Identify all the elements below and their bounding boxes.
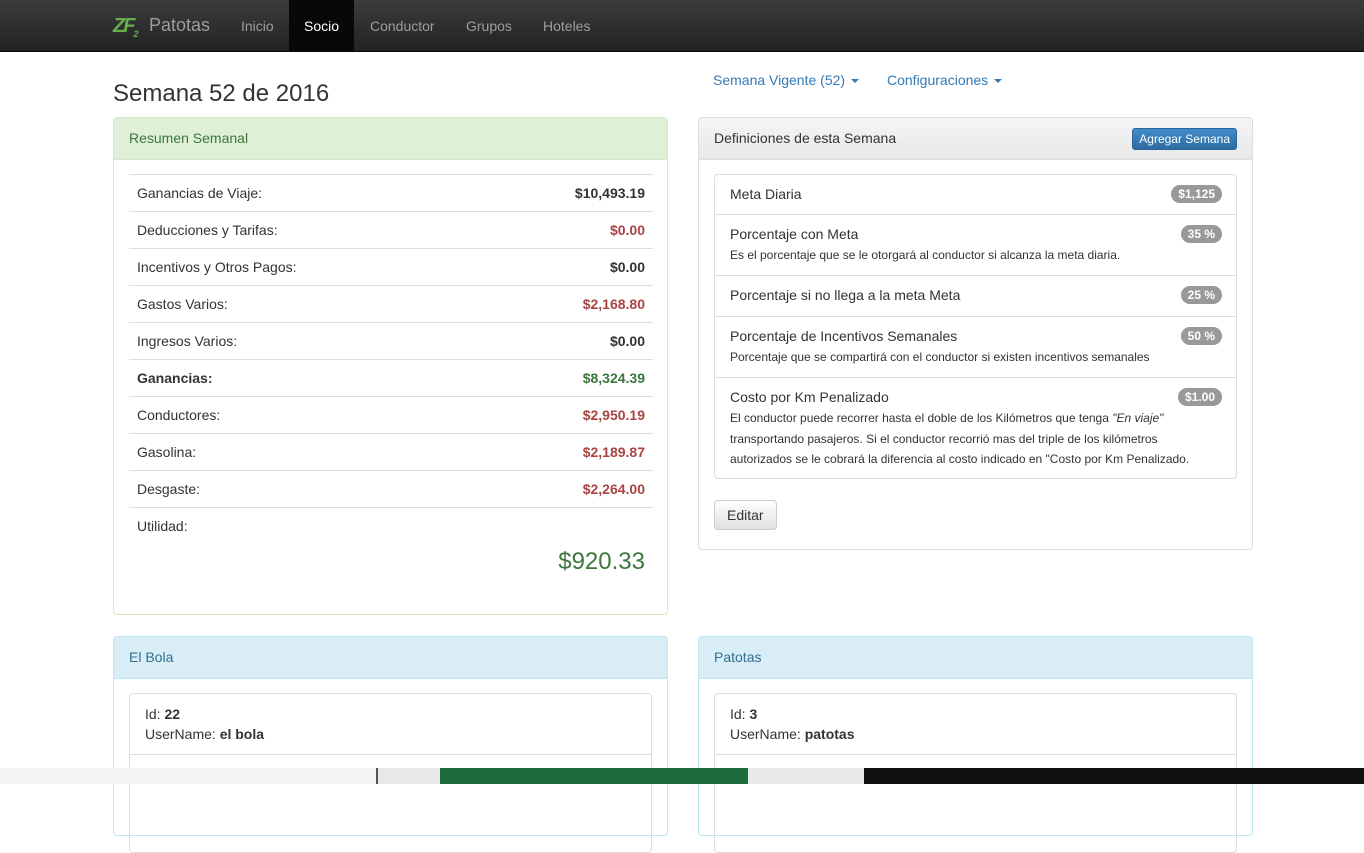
page-title: Semana 52 de 2016 [113, 80, 330, 107]
list-item: Porcentaje con Meta 35 % Es el porcentaje … [714, 214, 1237, 276]
description-part: Porcentaje que se compartirá con el cond… [730, 350, 1150, 364]
label: UserName: [145, 726, 216, 742]
label: Id: [145, 706, 161, 722]
nav-item[interactable]: Hoteles [543, 18, 591, 34]
list-item: Porcentaje si no llega a la meta Meta 25 … [714, 275, 1237, 317]
description-part: Es el porcentaje que se le otorgará al c… [730, 248, 1121, 262]
label: Ingresos Varios: [137, 333, 238, 349]
label: Deducciones y Tarifas: [137, 222, 278, 238]
nav-item[interactable]: Conductor [370, 18, 435, 34]
nav-item[interactable]: Inicio [241, 18, 274, 34]
summary-row: Gastos Varios: $2,168.80 [129, 285, 653, 322]
badge: 25 % [1180, 286, 1222, 304]
badge: 50 % [1180, 327, 1222, 345]
window-thumb [864, 768, 1364, 784]
item-title: Meta Diaria [730, 186, 802, 202]
window-thumb [440, 768, 748, 784]
label: Id: [730, 706, 746, 722]
value: $8,324.39 [582, 370, 645, 386]
summary-row: Gasolina: $2,189.87 [129, 433, 653, 470]
taskbar [0, 768, 1364, 784]
panel-heading: Definiciones de esta Semana [699, 118, 1252, 160]
dropdown[interactable]: Configuraciones [887, 72, 1002, 88]
brand[interactable]: Patotas [149, 15, 211, 35]
value: $2,264.00 [582, 481, 645, 497]
list-item: Costo por Km Penalizado $1.00 El conductor… [714, 377, 1237, 479]
summary-row: Incentivos y Otros Pagos: $0.00 [129, 248, 653, 285]
panel-heading: Resumen Semanal [114, 118, 667, 160]
edit-button[interactable]: Editar [714, 500, 777, 530]
label: Ganancias de Viaje: [137, 185, 263, 201]
total: $920.33 [558, 548, 645, 575]
value: $0.00 [609, 333, 645, 349]
id-line: Id: 3 [730, 704, 1221, 724]
item-title: Porcentaje de Incentivos Semanales [730, 328, 958, 344]
group-panel: El Bola Id: 22 UserName: el bola [113, 636, 668, 853]
description-part: transportando pasajeros. Si el conductor… [730, 431, 1190, 467]
content: Semana 52 de 2016 Semana Vigente (52) Conf… [0, 0, 1364, 768]
panel-heading: El Bola [114, 637, 667, 679]
value: $0.00 [609, 222, 645, 238]
item-title: Porcentaje si no llega a la meta Meta [730, 287, 961, 303]
value: 22 [164, 706, 181, 722]
description-part: El conductor puede recorrer hasta el dob… [730, 411, 1113, 425]
panel-heading: Patotas [699, 637, 1252, 679]
badge: $1.00 [1177, 388, 1222, 406]
value: el bola [219, 726, 265, 742]
value: patotas [804, 726, 855, 742]
item-title: Porcentaje con Meta [730, 226, 859, 242]
nav-item[interactable]: Socio [289, 0, 355, 52]
value: $2,168.80 [582, 296, 645, 312]
summary-panel: Resumen Semanal Ganancias de Viaje: $10,49… [113, 117, 668, 615]
definitions-panel: Definiciones de esta Semana Agregar Seman… [698, 117, 1253, 550]
item-description: Es el porcentaje que se le otorgará al c… [730, 245, 1221, 266]
summary-row: Conductores: $2,950.19 [129, 396, 653, 433]
label: Gasolina: [137, 444, 197, 460]
group-panel: Patotas Id: 3 UserName: patotas [698, 636, 1253, 853]
value: 3 [749, 706, 758, 722]
label: UserName: [730, 726, 801, 742]
list-item: Meta Diaria $1,125 [714, 174, 1237, 215]
item-title: Costo por Km Penalizado [730, 389, 889, 405]
logo: ZF2 [113, 15, 138, 39]
badge: $1,125 [1171, 185, 1222, 203]
summary-row: Ingresos Varios: $0.00 [129, 322, 653, 359]
summary-row: Desgaste: $2,264.00 [129, 470, 653, 507]
label: Conductores: [137, 407, 221, 423]
divider [130, 754, 651, 755]
summary-row: Deducciones y Tarifas: $0.00 [129, 211, 653, 248]
badge: 35 % [1180, 225, 1222, 243]
page: ZF2 Patotas Inicio Socio Conductor Grupos Hote… [0, 0, 1364, 784]
label: Incentivos y Otros Pagos: [137, 259, 297, 275]
divider [715, 754, 1236, 755]
username-line: UserName: el bola [145, 724, 636, 744]
window-thumb [0, 768, 378, 784]
label: Utilidad: [137, 518, 188, 534]
value: $2,189.87 [582, 444, 645, 460]
summary-total-row: Utilidad: $920.33 [129, 507, 653, 577]
summary-row: Ganancias: $8,324.39 [129, 359, 653, 396]
logo-sub: 2 [133, 29, 138, 39]
item-description: El conductor puede recorrer hasta el dob… [730, 408, 1200, 470]
id-line: Id: 22 [145, 704, 636, 724]
list-item: Porcentaje de Incentivos Semanales 50 % Po… [714, 316, 1237, 378]
label: Ganancias: [137, 370, 213, 386]
navbar: ZF2 Patotas Inicio Socio Conductor Grupos Hote… [0, 0, 1364, 52]
label: Desgaste: [137, 481, 201, 497]
value: $0.00 [609, 259, 645, 275]
dropdown[interactable]: Semana Vigente (52) [713, 72, 859, 88]
username-line: UserName: patotas [730, 724, 1221, 744]
nav-item[interactable]: Grupos [466, 18, 512, 34]
value: $10,493.19 [574, 185, 645, 201]
description-part: "En viaje" [1112, 411, 1164, 425]
item-description: Porcentaje que se compartirá con el cond… [730, 347, 1221, 368]
label: Gastos Varios: [137, 296, 228, 312]
value: $2,950.19 [582, 407, 645, 423]
add-week-button[interactable]: Agregar Semana [1132, 128, 1237, 150]
summary-row: Ganancias de Viaje: $10,493.19 [129, 174, 653, 211]
